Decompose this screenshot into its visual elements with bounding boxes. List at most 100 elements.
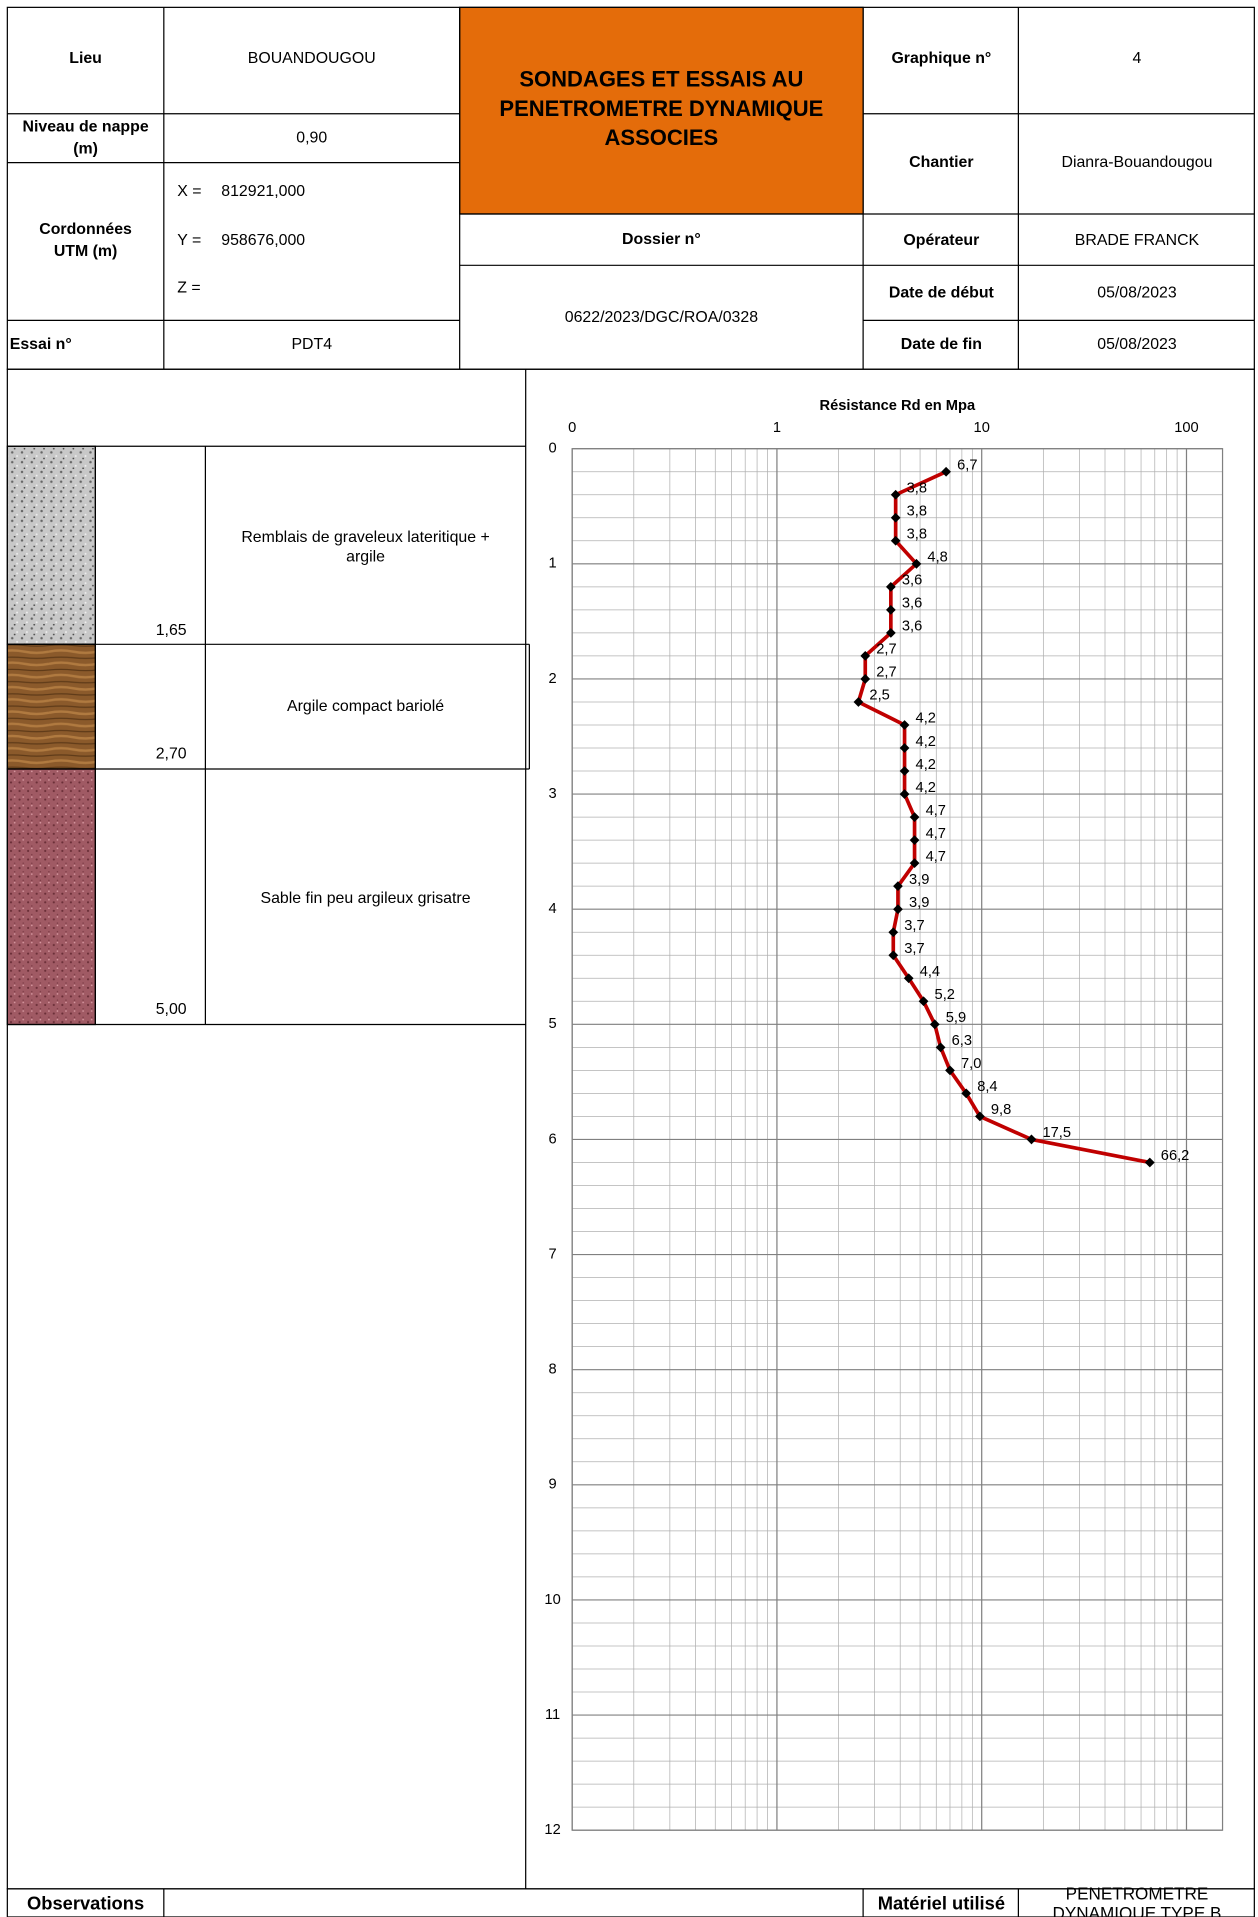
value: BOUANDOUGOU: [248, 50, 376, 67]
layer-description: Sable fin peu argileux grisatre: [261, 890, 471, 907]
soil-pattern: [7, 446, 95, 644]
data-label: 3,7: [904, 918, 924, 934]
label: UTM (m): [54, 243, 117, 260]
doc-title: SONDAGES ET ESSAIS AU: [519, 67, 803, 92]
value: BRADE FRANCK: [1075, 232, 1200, 249]
y-tick-label: 12: [544, 1822, 560, 1838]
data-label: 4,2: [916, 734, 936, 750]
label: Y =: [177, 232, 201, 249]
value: 4: [1133, 50, 1142, 67]
data-label: 6,7: [957, 457, 977, 473]
soil-pattern: [7, 644, 95, 769]
data-label: 2,7: [876, 665, 896, 681]
value: 812921,000: [221, 183, 305, 200]
value: 0,90: [296, 129, 327, 146]
layer-depth: 1,65: [156, 622, 187, 639]
data-point: [888, 927, 898, 937]
doc-title: PENETROMETRE DYNAMIQUE: [499, 96, 823, 121]
x-tick-label: 0: [568, 420, 576, 436]
label: Graphique n°: [891, 50, 991, 67]
data-label: 4,8: [927, 550, 947, 566]
value: PENETROMETRE: [1066, 1884, 1209, 1903]
layer-description: argile: [346, 549, 385, 566]
y-tick-label: 11: [545, 1707, 560, 1723]
value: 958676,000: [221, 232, 305, 249]
data-label: 66,2: [1161, 1148, 1190, 1164]
value: 0622/2023/DGC/ROA/0328: [565, 309, 758, 326]
value: 05/08/2023: [1097, 336, 1177, 353]
data-label: 5,2: [935, 987, 955, 1003]
data-point: [860, 674, 870, 684]
data-label: 3,8: [907, 504, 927, 520]
y-tick-label: 2: [549, 671, 557, 687]
data-label: 3,8: [907, 481, 927, 497]
label: Dossier n°: [622, 231, 701, 248]
y-tick-label: 3: [549, 786, 557, 802]
layer-depth: 2,70: [156, 746, 187, 763]
data-label: 8,4: [977, 1079, 997, 1095]
label: Lieu: [69, 50, 102, 67]
data-label: 4,7: [926, 826, 946, 842]
document: Lieu BOUANDOUGOU SONDAGES ET ESSAIS AU P…: [0, 0, 1258, 1917]
data-point: [910, 835, 920, 845]
data-label: 5,9: [946, 1010, 966, 1026]
y-tick-label: 6: [549, 1131, 557, 1147]
label: Niveau de nappe: [23, 118, 149, 135]
layer-depth: 5,00: [156, 1001, 187, 1018]
data-label: 3,8: [907, 527, 927, 543]
data-label: 3,7: [904, 941, 924, 957]
data-point: [891, 513, 901, 523]
label: Cordonnées: [39, 221, 132, 238]
label: (m): [73, 140, 98, 157]
data-label: 4,7: [926, 803, 946, 819]
y-tick-label: 8: [549, 1362, 557, 1378]
label: Date de fin: [901, 336, 982, 353]
value: DYNAMIQUE TYPE B: [1053, 1904, 1222, 1917]
chart-title: Résistance Rd en Mpa: [820, 398, 976, 414]
y-tick-label: 7: [549, 1246, 557, 1262]
data-label: 4,2: [916, 757, 936, 773]
label: Observations: [27, 1893, 144, 1914]
label: X =: [177, 183, 201, 200]
y-tick-label: 9: [549, 1477, 557, 1493]
data-point: [893, 904, 903, 914]
page: {"header": { "lieu_label": "Lieu", "lieu…: [0, 0, 1258, 1917]
label: Date de début: [889, 285, 995, 302]
data-point: [886, 605, 896, 615]
label: Opérateur: [903, 232, 979, 249]
data-label: 4,4: [920, 964, 940, 980]
layer-description: Remblais de graveleux lateritique +: [241, 529, 489, 546]
data-label: 3,6: [902, 619, 922, 635]
doc-title: ASSOCIES: [605, 125, 719, 150]
data-label: 7,0: [961, 1056, 981, 1072]
value: Dianra-Bouandougou: [1061, 154, 1212, 171]
layer-description: Argile compact bariolé: [287, 698, 444, 715]
data-label: 3,9: [909, 895, 929, 911]
y-tick-label: 10: [544, 1592, 560, 1608]
y-tick-label: 5: [549, 1016, 557, 1032]
label: Z =: [177, 280, 200, 297]
label: Chantier: [909, 154, 973, 171]
y-tick-label: 4: [549, 901, 557, 917]
data-label: 3,6: [902, 596, 922, 612]
x-tick-label: 10: [974, 420, 990, 436]
data-point: [900, 766, 910, 776]
data-point: [900, 743, 910, 753]
data-label: 17,5: [1042, 1125, 1071, 1141]
x-tick-label: 1: [773, 420, 781, 436]
value: 05/08/2023: [1097, 285, 1177, 302]
soil-pattern: [7, 769, 95, 1025]
data-label: 4,2: [916, 780, 936, 796]
data-label: 4,2: [916, 711, 936, 727]
label: Essai n°: [10, 336, 72, 353]
data-label: 9,8: [991, 1102, 1011, 1118]
value: PDT4: [291, 336, 332, 353]
data-label: 3,6: [902, 573, 922, 589]
data-label: 2,5: [869, 688, 889, 704]
data-label: 4,7: [926, 849, 946, 865]
data-label: 3,9: [909, 872, 929, 888]
y-tick-label: 1: [549, 556, 557, 572]
y-tick-label: 0: [549, 441, 557, 457]
data-label: 2,7: [876, 642, 896, 658]
label: Matériel utilisé: [878, 1893, 1005, 1914]
